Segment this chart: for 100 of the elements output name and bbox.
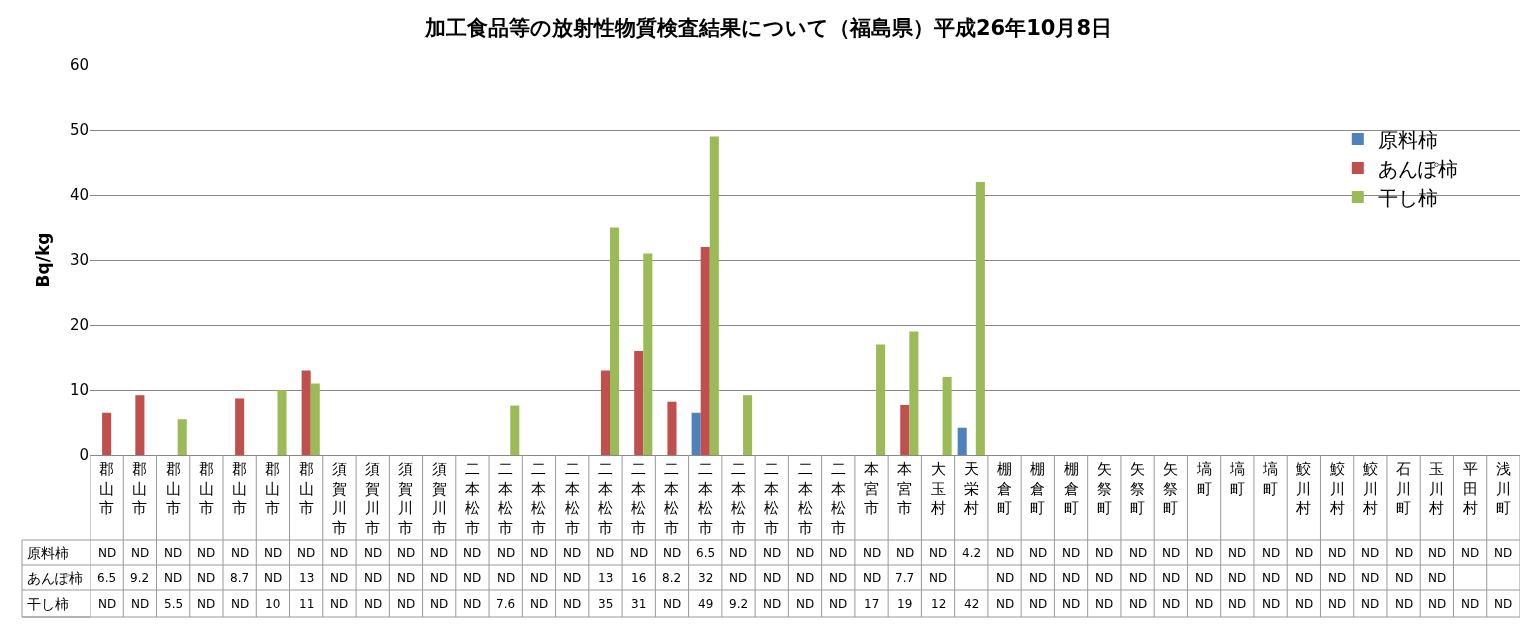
text: ND — [729, 546, 748, 560]
x-tick-label: 矢祭町 — [1130, 460, 1146, 517]
data-label: 16 — [631, 571, 647, 585]
bar — [975, 182, 985, 455]
x-tick-label: 棚倉町 — [1063, 460, 1079, 517]
x-tick-label: 郡山市 — [99, 460, 115, 517]
bar — [277, 390, 287, 455]
bar — [876, 344, 886, 455]
text: ND — [164, 571, 183, 585]
text: ND — [330, 571, 349, 585]
text: ND — [297, 546, 316, 560]
text: ND — [1062, 597, 1081, 611]
text: ND — [1228, 597, 1247, 611]
text: 原料柿 — [27, 545, 69, 561]
text: ND — [530, 546, 549, 560]
x-tick-label: 矢祭町 — [1163, 460, 1179, 517]
data-label: 11 — [299, 597, 315, 611]
text: ND — [364, 546, 383, 560]
x-tick-label: 二本松市 — [531, 460, 547, 537]
x-tick-label: 鮫川村 — [1361, 460, 1378, 517]
text: ND — [796, 546, 815, 560]
x-tick-label: 須賀川市 — [398, 460, 414, 537]
text: ND — [1461, 546, 1480, 560]
text: ND — [1395, 597, 1414, 611]
bar — [909, 331, 919, 455]
x-tick-label: 石川町 — [1396, 460, 1412, 517]
text: ND — [1361, 571, 1380, 585]
x-tick-label: 二本松市 — [631, 460, 647, 537]
x-tick-label: 棚倉町 — [997, 460, 1013, 517]
x-tick-label: 郡山市 — [265, 460, 281, 517]
bar — [900, 404, 910, 455]
text: ND — [1162, 546, 1181, 560]
bar — [510, 405, 520, 455]
text: ND — [1262, 597, 1281, 611]
text: ND — [896, 546, 915, 560]
data-label: 42 — [964, 597, 980, 611]
data-label: 13 — [299, 571, 315, 585]
y-tick-label: 20 — [69, 316, 89, 335]
x-tick-label: 須賀川市 — [365, 460, 381, 537]
data-label: 32 — [698, 571, 714, 585]
text: ND — [264, 546, 283, 560]
x-tick-label: 塙町 — [1262, 460, 1279, 498]
x-tick-label: 鮫川村 — [1295, 460, 1312, 517]
text: ND — [1062, 571, 1081, 585]
text: ND — [397, 597, 416, 611]
text: ND — [330, 597, 349, 611]
text: ND — [430, 546, 449, 560]
text: ND — [1029, 597, 1048, 611]
text: ND — [1162, 597, 1181, 611]
text: ND — [98, 597, 117, 611]
bar — [667, 401, 677, 455]
bar — [235, 398, 245, 455]
y-tick-label: 30 — [69, 251, 89, 270]
text: ND — [98, 546, 117, 560]
x-tick-label: 本宮市 — [864, 460, 880, 517]
x-tick-label: 二本松市 — [498, 460, 514, 537]
chart-title: 加工食品等の放射性物質検査結果について（福島県）平成26年10月8日 — [423, 16, 1113, 41]
data-label: 7.6 — [496, 597, 516, 611]
data-label: 8.2 — [662, 571, 682, 585]
x-tick-label: 二本松市 — [697, 460, 713, 537]
text: ND — [1262, 546, 1281, 560]
text: ND — [1129, 571, 1148, 585]
data-label: 49 — [698, 597, 714, 611]
text: ND — [630, 546, 649, 560]
data-label: 9.2 — [130, 571, 150, 585]
data-label: 13 — [598, 571, 614, 585]
text: ND — [430, 597, 449, 611]
text: ND — [863, 546, 882, 560]
text: ND — [463, 597, 482, 611]
text: ND — [1428, 597, 1447, 611]
data-label: 6.5 — [696, 546, 716, 560]
y-tick-label: 40 — [69, 186, 89, 205]
text: ND — [763, 571, 782, 585]
text: ND — [1095, 571, 1114, 585]
x-tick-label: 二本松市 — [464, 460, 480, 537]
text: ND — [1295, 546, 1314, 560]
text: ND — [1395, 546, 1414, 560]
x-tick-label: 二本松市 — [797, 460, 813, 537]
x-tick-label: 郡山市 — [298, 460, 314, 517]
text: ND — [1328, 571, 1347, 585]
bar — [700, 247, 710, 455]
data-label: 9.2 — [729, 597, 749, 611]
y-tick-label: 60 — [69, 56, 89, 75]
x-tick-label: 矢祭町 — [1096, 460, 1112, 517]
text: ND — [563, 571, 582, 585]
text: ND — [1195, 571, 1214, 585]
bar — [600, 370, 611, 455]
text: ND — [397, 571, 416, 585]
text: ND — [796, 597, 815, 611]
text: ND — [929, 571, 948, 585]
text: ND — [1295, 571, 1314, 585]
text: ND — [530, 597, 549, 611]
text: ND — [1029, 571, 1048, 585]
bar — [743, 395, 753, 455]
bar — [301, 370, 311, 455]
text: ND — [996, 597, 1015, 611]
x-tick-label: 郡山市 — [232, 460, 248, 517]
text: ND — [131, 546, 150, 560]
text: ND — [596, 546, 615, 560]
text: ND — [1428, 571, 1447, 585]
